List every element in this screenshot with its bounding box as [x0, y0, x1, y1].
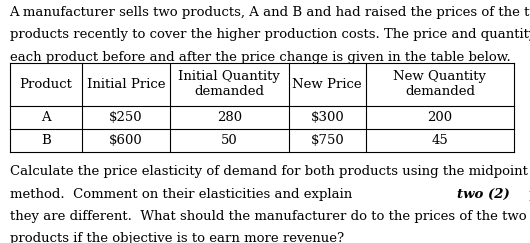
Text: 45: 45: [431, 134, 448, 147]
Text: A manufacturer sells two products, A and B and had raised the prices of the two: A manufacturer sells two products, A and…: [10, 6, 530, 19]
Text: B: B: [41, 134, 51, 147]
Text: $600: $600: [109, 134, 143, 147]
Text: $750: $750: [311, 134, 344, 147]
Text: $300: $300: [311, 111, 344, 124]
Text: A: A: [41, 111, 51, 124]
Text: products recently to cover the higher production costs. The price and quantity f: products recently to cover the higher pr…: [10, 28, 530, 41]
Text: two (2): two (2): [457, 188, 509, 200]
Text: 280: 280: [217, 111, 242, 124]
Text: products if the objective is to earn more revenue?: products if the objective is to earn mor…: [10, 232, 343, 243]
Text: possible reasons why: possible reasons why: [525, 188, 530, 200]
Text: method.  Comment on their elasticities and explain: method. Comment on their elasticities an…: [10, 188, 356, 200]
Text: they are different.  What should the manufacturer do to the prices of the two: they are different. What should the manu…: [10, 210, 526, 223]
Text: $250: $250: [109, 111, 143, 124]
Text: each product before and after the price change is given in the table below.: each product before and after the price …: [10, 51, 510, 64]
Text: New Quantity
demanded: New Quantity demanded: [393, 70, 487, 98]
Text: 50: 50: [221, 134, 237, 147]
Text: New Price: New Price: [293, 78, 362, 91]
Text: Calculate the price elasticity of demand for both products using the midpoint: Calculate the price elasticity of demand…: [10, 165, 527, 178]
Text: Initial Price: Initial Price: [86, 78, 165, 91]
Text: Initial Quantity
demanded: Initial Quantity demanded: [178, 70, 280, 98]
Text: Product: Product: [20, 78, 72, 91]
Text: 200: 200: [427, 111, 453, 124]
